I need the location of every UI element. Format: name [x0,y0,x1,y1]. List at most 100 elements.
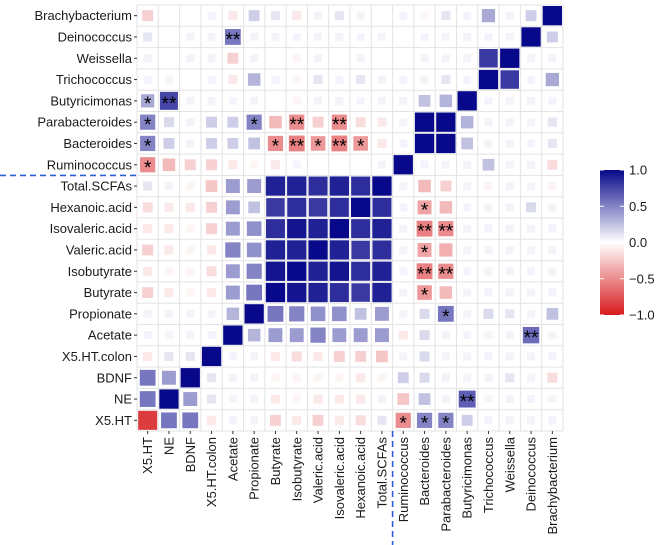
heatmap-cell [505,373,515,383]
heatmap-cell [207,245,217,255]
heatmap-cell [292,75,301,84]
heatmap-cell [314,54,323,63]
heatmap-cell [308,282,328,303]
heatmap-cell [372,240,392,260]
heatmap-cell [287,282,307,303]
heatmap-cell [164,202,174,212]
heatmap-cell [161,412,177,429]
heatmap-cell [139,369,156,386]
heatmap-cell [271,75,280,84]
heatmap-cell [377,32,386,41]
heatmap-cell [374,328,389,343]
heatmap-cell [482,158,495,171]
heatmap-cell [418,393,431,405]
heatmap-cell [228,416,237,425]
heatmap-cell [270,11,280,21]
heatmap-cell [420,75,429,84]
significance-star: ** [289,136,304,157]
significance-star: ** [225,30,240,51]
heatmap-cell [463,75,472,84]
heatmap-cell [310,306,326,322]
heatmap-cell [246,114,262,130]
significance-star: * [314,136,322,157]
heatmap-cell [265,282,286,303]
heatmap-cell [207,75,216,84]
heatmap-cell [138,410,158,430]
heatmap-cell [441,352,450,361]
heatmap-cell [355,415,366,426]
heatmap-cell [505,267,514,276]
heatmap-cell [441,11,451,21]
heatmap-cell [420,11,429,20]
heatmap-cell [142,244,154,256]
heatmap-cell [399,11,408,20]
heatmap-cell [439,243,453,257]
heatmap-cell [417,200,432,215]
heatmap-cell [414,112,435,132]
heatmap-cell [377,373,386,382]
heatmap-cell [250,395,259,404]
x-tick-label: Trichococcus [481,437,496,514]
significance-star: * [421,286,429,307]
heatmap-cell [351,240,370,260]
colorbar-tick-label: 0.0 [629,235,647,250]
heatmap-cell [206,201,218,213]
heatmap-cell [484,331,493,340]
heatmap-cell [463,32,472,41]
heatmap-cell [289,306,305,322]
heatmap-cell [186,12,194,19]
heatmap-cell [163,117,174,128]
y-tick-label: Deinococcus [58,29,133,44]
y-tick-label: NE [114,392,132,407]
heatmap-cell [377,138,387,148]
heatmap-cell [547,117,557,127]
heatmap-cell [484,245,493,254]
heatmap-cell [312,414,324,426]
heatmap-cell [372,282,392,303]
heatmap-cell [207,394,217,404]
heatmap-cells [138,6,562,430]
heatmap-cell [484,267,493,276]
heatmap-cell [308,240,328,260]
heatmap-cell [356,32,365,41]
heatmap-cell [250,352,259,361]
heatmap-cell [376,350,388,363]
heatmap-cell [310,136,326,151]
significance-star: ** [417,264,432,285]
heatmap-cell [164,182,173,191]
heatmap-cell [399,245,408,254]
heatmap-cell [267,305,284,322]
significance-star: ** [417,222,432,243]
heatmap-cell [522,326,540,344]
heatmap-cell [484,182,493,191]
heatmap-cell [164,75,173,84]
heatmap-cell [164,224,174,234]
heatmap-cell [336,54,343,62]
colorbar-tick-label: −0.5 [629,271,655,286]
heatmap-cell [546,307,559,320]
significance-star: ** [332,115,347,136]
x-tick-label: X5.HT [140,437,155,474]
heatmap-cell [314,161,322,169]
heatmap-cell [377,117,387,127]
heatmap-cell [463,331,472,340]
heatmap-cell [186,32,195,41]
heatmap-cell [186,288,195,297]
heatmap-cell [505,309,515,319]
heatmap-cell [463,288,472,297]
y-tick-label: Isobutyrate [68,264,132,279]
heatmap-cell [484,373,493,382]
heatmap-cell [267,135,284,152]
heatmap-cell [418,94,431,107]
x-tick-label: Butyricimonas [460,437,475,519]
heatmap-cell [225,264,240,279]
heatmap-cell [527,160,536,169]
heatmap-cell [271,32,280,41]
heatmap-cell [547,138,557,148]
significance-star: ** [162,94,177,115]
heatmap-cell [186,267,195,276]
heatmap-cell [206,266,217,277]
heatmap-cell [483,308,494,319]
heatmap-cell [289,328,304,343]
